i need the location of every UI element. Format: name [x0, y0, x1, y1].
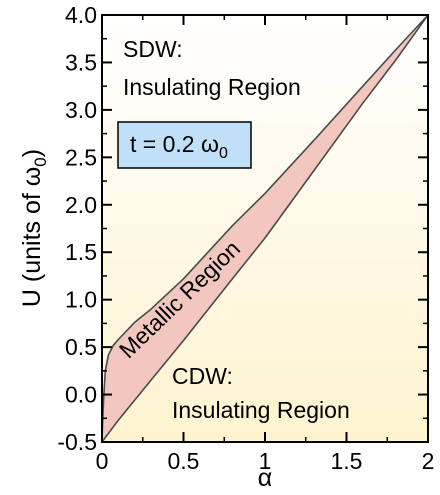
y-axis-title-close: ): [18, 149, 46, 157]
x-axis-title: α: [258, 464, 272, 492]
y-tick-label: 0.5: [65, 334, 97, 360]
x-tick-label: 0.5: [168, 448, 200, 474]
sdw-region-label-line1: SDW:: [123, 36, 183, 62]
y-tick-label: 4.0: [65, 2, 97, 28]
y-tick-label: 2.0: [65, 192, 97, 218]
y-tick-label: 1.0: [65, 287, 97, 313]
x-tick-label: 0: [96, 448, 109, 474]
y-tick-label: 3.0: [65, 97, 97, 123]
cdw-region-label-line2: Insulating Region: [172, 397, 350, 423]
y-axis-title-main: U (units of ω: [18, 167, 46, 307]
x-tick-label: 1: [259, 448, 272, 474]
axis-ticks: [101, 14, 429, 443]
y-tick-label: 1.5: [65, 239, 97, 265]
parameter-box: [117, 121, 252, 169]
y-tick-label: 0.0: [65, 382, 97, 408]
parameter-box-text: t = 0.2 ω0: [130, 131, 228, 162]
parameter-box-main: t = 0.2 ω: [130, 131, 219, 157]
y-tick-label: 2.5: [65, 144, 97, 170]
x-tick-label: 2: [422, 448, 435, 474]
sdw-region-label-line2: Insulating Region: [123, 74, 301, 100]
y-axis-title-sub: 0: [31, 157, 50, 166]
y-tick-label: 3.5: [65, 49, 97, 75]
parameter-box-sub: 0: [219, 145, 228, 162]
x-tick-label: 1.5: [331, 448, 363, 474]
y-axis-title: U (units of ω0): [18, 149, 50, 307]
axis-tick-labels: 0 0.5 1 1.5 2 -0.5 0.0 0.5 1.0 1.5 2.0 2.5 3.0 3.5 4.0: [57, 2, 434, 474]
cdw-region-label-line1: CDW:: [172, 363, 233, 389]
y-tick-label: -0.5: [57, 429, 97, 455]
metallic-region-band: [101, 14, 429, 443]
